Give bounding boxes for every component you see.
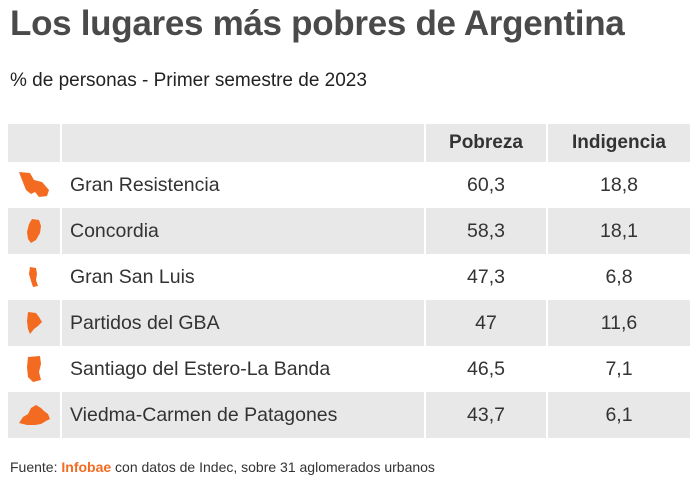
row-name: Santiago del Estero-La Banda (61, 346, 426, 392)
source-brand: Infobae (61, 459, 112, 475)
source-footer: Fuente: Infobae con datos de Indec, sobr… (10, 459, 435, 475)
table-row: Gran San Luis 47,3 6,8 (8, 254, 690, 300)
row-pobreza: 47 (425, 300, 548, 346)
san-luis-province-icon (8, 254, 62, 300)
chart-title: Los lugares más pobres de Argentina (10, 4, 625, 43)
chaco-province-icon (8, 162, 62, 208)
row-indigencia: 11,6 (547, 300, 690, 346)
header-icon-cell (8, 124, 62, 162)
row-indigencia: 7,1 (547, 346, 690, 392)
table-row: Viedma-Carmen de Patagones 43,7 6,1 (8, 392, 690, 438)
table-row: Gran Resistencia 60,3 18,8 (8, 162, 690, 208)
row-indigencia: 6,1 (547, 392, 690, 438)
rio-negro-province-icon (8, 392, 62, 438)
table-header-row: Pobreza Indigencia (8, 124, 690, 162)
row-indigencia: 18,1 (547, 208, 690, 254)
table-row: Concordia 58,3 18,1 (8, 208, 690, 254)
header-pobreza: Pobreza (425, 124, 548, 162)
row-name: Gran San Luis (61, 254, 426, 300)
table-row: Partidos del GBA 47 11,6 (8, 300, 690, 346)
entre-rios-province-icon (8, 208, 62, 254)
source-suffix: con datos de Indec, sobre 31 aglomerados… (111, 459, 435, 475)
santiago-del-estero-province-icon (8, 346, 62, 392)
row-pobreza: 58,3 (425, 208, 548, 254)
table-row: Santiago del Estero-La Banda 46,5 7,1 (8, 346, 690, 392)
buenos-aires-province-icon (8, 300, 62, 346)
chart-subtitle: % de personas - Primer semestre de 2023 (10, 70, 367, 91)
row-name: Gran Resistencia (61, 162, 426, 208)
row-pobreza: 60,3 (425, 162, 548, 208)
header-indigencia: Indigencia (547, 124, 690, 162)
row-name: Viedma-Carmen de Patagones (61, 392, 426, 438)
poverty-table: Pobreza Indigencia Gran Resistencia 60,3… (8, 124, 690, 438)
row-pobreza: 46,5 (425, 346, 548, 392)
row-name: Partidos del GBA (61, 300, 426, 346)
row-indigencia: 6,8 (547, 254, 690, 300)
row-indigencia: 18,8 (547, 162, 690, 208)
row-pobreza: 47,3 (425, 254, 548, 300)
source-prefix: Fuente: (10, 459, 62, 475)
header-name-cell (61, 124, 426, 162)
row-name: Concordia (61, 208, 426, 254)
row-pobreza: 43,7 (425, 392, 548, 438)
